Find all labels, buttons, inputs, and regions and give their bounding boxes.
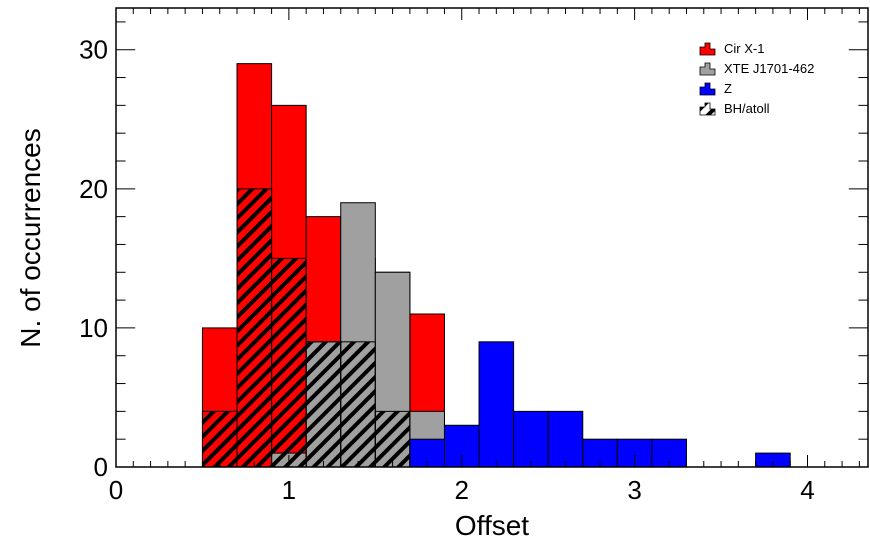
- x-tick-label: 4: [800, 475, 814, 505]
- bar-bh-atoll-2: [271, 257, 307, 468]
- y-tick-label: 30: [79, 35, 108, 65]
- bar-bh-atoll-0: [201, 410, 238, 468]
- bar-z-3: [513, 410, 549, 468]
- bar-bh-atoll-1: [236, 188, 273, 468]
- axis-ticks: [115, 8, 868, 468]
- legend-item: Z: [699, 81, 732, 96]
- y-tick-label: 20: [79, 174, 108, 204]
- legend-item: Cir X-1: [699, 41, 764, 56]
- legend-swatch: [699, 102, 716, 116]
- series-bh-atoll: [201, 188, 411, 468]
- legend-item: XTE J1701-462: [699, 61, 814, 76]
- y-tick-label: 0: [94, 452, 108, 482]
- legend-label: Cir X-1: [724, 41, 764, 56]
- legend-label: XTE J1701-462: [724, 61, 814, 76]
- legend-swatch: [699, 82, 716, 96]
- bars-group: [201, 63, 791, 468]
- y-axis-title: N. of occurrences: [15, 128, 46, 347]
- plot-frame: [115, 7, 869, 468]
- legend-label: Z: [724, 81, 732, 96]
- series-z: [409, 341, 791, 468]
- x-tick-label: 1: [282, 475, 296, 505]
- bar-bh-atoll-4: [340, 341, 376, 468]
- bar-z-2: [478, 341, 515, 468]
- legend-swatch: [699, 62, 716, 76]
- legend-swatch: [699, 42, 716, 56]
- legend: Cir X-1 XTE J1701-462 Z BH/atoll: [699, 41, 814, 116]
- tick-labels: 0 1 2 3 4 0 10 20 30: [79, 35, 815, 505]
- legend-label: BH/atoll: [724, 101, 770, 116]
- x-tick-label: 0: [109, 475, 123, 505]
- bar-bh-atoll-5: [374, 410, 411, 468]
- bar-z-4: [547, 410, 584, 468]
- x-tick-label: 3: [627, 475, 641, 505]
- x-tick-label: 2: [455, 475, 469, 505]
- bar-bh-atoll-3: [305, 341, 342, 468]
- y-tick-label: 10: [79, 313, 108, 343]
- x-axis-title: Offset: [455, 510, 529, 541]
- legend-item: BH/atoll: [699, 101, 770, 116]
